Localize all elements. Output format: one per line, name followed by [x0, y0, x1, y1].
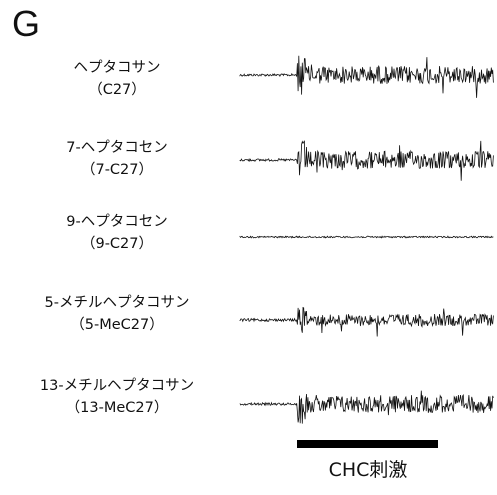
- recording-label-c27: ヘプタコサン （C27）: [0, 57, 237, 101]
- compound-name: 7-ヘプタコセン: [66, 140, 168, 156]
- stimulus-bar: [297, 440, 438, 448]
- trace-group: [239, 55, 494, 424]
- compound-abbr: （7-C27）: [80, 162, 154, 178]
- recording-label-9-c27: 9-ヘプタコセン （9-C27）: [0, 211, 237, 255]
- compound-name: 13-メチルヘプタコサン: [39, 378, 195, 394]
- trace-2: [239, 235, 494, 239]
- recording-label-7-c27: 7-ヘプタコセン （7-C27）: [0, 137, 237, 181]
- trace-0: [239, 55, 494, 98]
- compound-abbr: （13-MeC27）: [65, 400, 169, 416]
- stimulus-label: CHC刺激: [328, 459, 408, 481]
- compound-abbr: （C27）: [88, 82, 146, 98]
- compound-abbr: （9-C27）: [80, 236, 154, 252]
- compound-name: ヘプタコサン: [73, 60, 161, 76]
- compound-name: 5-メチルヘプタコサン: [44, 295, 190, 311]
- trace-4: [239, 390, 494, 424]
- recording-label-5-mec27: 5-メチルヘプタコサン （5-MeC27）: [0, 292, 237, 336]
- trace-1: [239, 140, 494, 181]
- compound-name: 9-ヘプタコセン: [66, 214, 168, 230]
- trace-3: [239, 306, 494, 337]
- compound-abbr: （5-MeC27）: [70, 317, 164, 333]
- recording-label-13-mec27: 13-メチルヘプタコサン （13-MeC27）: [0, 375, 237, 419]
- panel-label: G: [12, 3, 41, 44]
